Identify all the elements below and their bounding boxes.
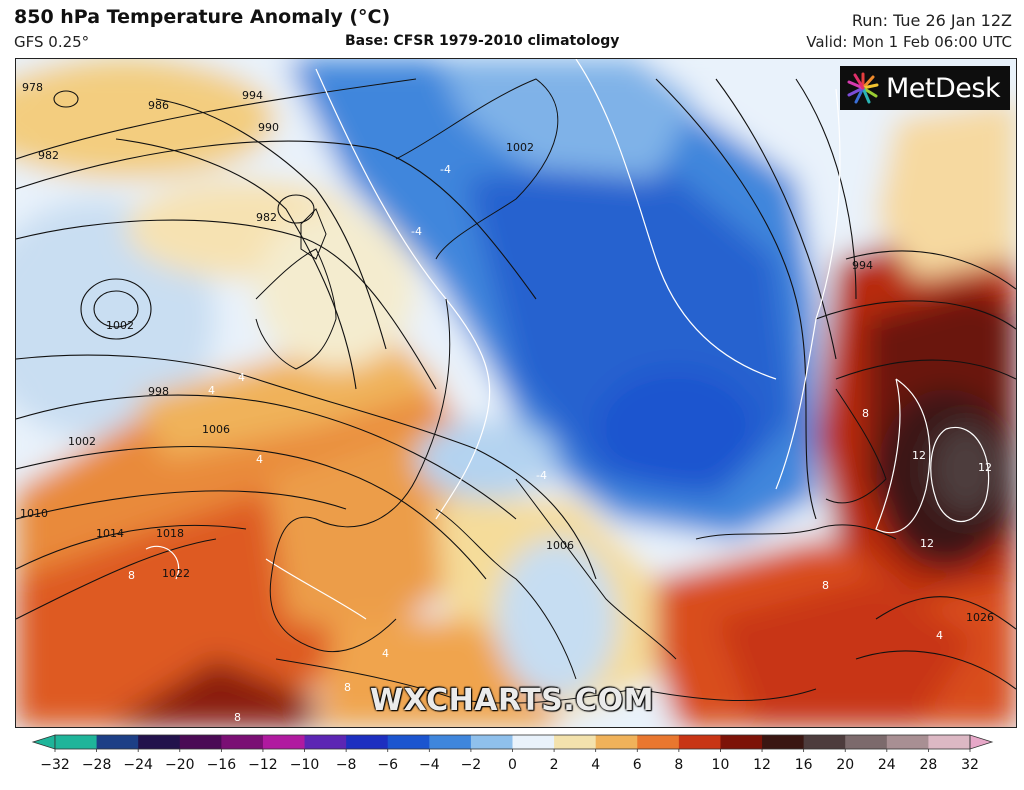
isobar-label: 994	[852, 259, 873, 272]
colorbar-segment	[886, 735, 930, 749]
isobar-label: 982	[256, 211, 277, 224]
isobar-label: 1006	[546, 539, 574, 552]
isobar-label: 1006	[202, 423, 230, 436]
valid-time-label: Valid: Mon 1 Feb 06:00 UTC	[806, 33, 1012, 51]
colorbar-segment	[55, 735, 98, 749]
colorbar-tick-label: −24	[123, 757, 153, 773]
colorbar-segment	[470, 735, 514, 749]
coastlines	[255, 78, 897, 704]
colorbar-tick-label: 20	[836, 757, 854, 773]
colorbar-tick-label: 6	[633, 757, 642, 773]
colorbar-segment	[138, 735, 181, 749]
colorbar-tick-label: −12	[248, 757, 278, 773]
colorbar: −32 −28 −24 −20 −16 −12 −10 −8 −6 −4 −2 0 2 4 6 8 10 12 16…	[0, 728, 1024, 786]
anomaly-field	[16, 59, 1016, 727]
climatology-base-label: Base: CFSR 1979-2010 climatology	[345, 33, 620, 49]
anomaly-label: 4	[256, 453, 263, 466]
anomaly-label: -4	[440, 163, 451, 176]
isobar-label: 990	[258, 121, 279, 134]
colorbar-segment	[845, 735, 888, 749]
colorbar-segment	[720, 735, 763, 749]
colorbar-tick-label: 4	[591, 757, 600, 773]
wxcharts-watermark: WXCHARTS.COM	[369, 683, 655, 718]
colorbar-segment	[928, 735, 971, 749]
isobars	[16, 78, 1016, 690]
isobar-labels: 986 990 994 982 982 978 998 1002 1006 10…	[20, 81, 994, 624]
run-time-label: Run: Tue 26 Jan 12Z	[851, 11, 1012, 30]
isobar-label: 1002	[68, 435, 96, 448]
colorbar-tick-label: 2	[550, 757, 559, 773]
anomaly-label: 8	[344, 681, 351, 694]
colorbar-segment	[179, 735, 222, 749]
colorbar-tick-label: 16	[795, 757, 813, 773]
colorbar-tick-label: −6	[377, 757, 398, 773]
isobar-label: 1018	[156, 527, 184, 540]
anomaly-label: 4	[382, 647, 389, 660]
colorbar-tick-label: 8	[674, 757, 683, 773]
anomaly-label: 8	[234, 711, 241, 724]
anomaly-label: 12	[978, 461, 992, 474]
colorbar-segment	[262, 735, 306, 749]
anomaly-label: 12	[920, 537, 934, 550]
metdesk-burst-icon	[847, 72, 879, 104]
isobar-label: 986	[148, 99, 169, 112]
colorbar-tick-label: 10	[712, 757, 730, 773]
isobar-label: 1002	[506, 141, 534, 154]
colorbar-tick-label: −8	[336, 757, 357, 773]
colorbar-segment	[637, 735, 680, 749]
model-label: GFS 0.25°	[14, 33, 90, 51]
isobar-label: 998	[148, 385, 169, 398]
colorbar-segment	[595, 735, 638, 749]
anomaly-label: 4	[208, 384, 215, 397]
colorbar-tick-label: −2	[461, 757, 482, 773]
colorbar-tick-label: −10	[290, 757, 320, 773]
colorbar-tick-label: 28	[919, 757, 937, 773]
colorbar-tick-label: 12	[753, 757, 771, 773]
colorbar-tick-label: 32	[961, 757, 979, 773]
colorbar-segment	[429, 735, 472, 749]
colorbar-segment	[96, 735, 139, 749]
colorbar-tick-label: −4	[419, 757, 440, 773]
colorbar-tick-label: −16	[207, 757, 237, 773]
colorbar-segment	[762, 735, 805, 749]
anomaly-map: 986 990 994 982 982 978 998 1002 1006 10…	[15, 58, 1017, 728]
isobar-label: 994	[242, 89, 263, 102]
colorbar-segment	[803, 735, 846, 749]
anomaly-label: 8	[822, 579, 829, 592]
isobar-label: 1002	[106, 319, 134, 332]
anomaly-label: 12	[912, 449, 926, 462]
colorbar-segment	[304, 735, 347, 749]
colorbar-segment	[678, 735, 722, 749]
colorbar-tick-label: −28	[82, 757, 112, 773]
anomaly-contours	[145, 59, 990, 620]
colorbar-segment	[346, 735, 389, 749]
metdesk-logo-text: MetDesk	[886, 72, 1001, 104]
colorbar-tick-label: 24	[878, 757, 896, 773]
anomaly-label: 8	[862, 407, 869, 420]
metdesk-logo: MetDesk	[840, 66, 1010, 110]
chart-title: 850 hPa Temperature Anomaly (°C)	[14, 6, 391, 28]
anomaly-label: -4	[536, 469, 547, 482]
colorbar-graphic: −32 −28 −24 −20 −16 −12 −10 −8 −6 −4 −2 0 2 4 6 8 10 12 16…	[31, 734, 994, 773]
anomaly-label: -4	[411, 225, 422, 238]
anomaly-labels: -4 -4 4 4 4 4 8 8 8 8 12 12 12 8 -4 4	[128, 163, 992, 724]
colorbar-tick-label: −32	[40, 757, 70, 773]
colorbar-tick-label: 0	[508, 757, 517, 773]
colorbar-tick-label: −20	[165, 757, 195, 773]
isobar-label: 978	[22, 81, 43, 94]
colorbar-segment	[387, 735, 430, 749]
colorbar-segment	[221, 735, 264, 749]
colorbar-segment	[554, 735, 597, 749]
anomaly-label: 4	[238, 371, 245, 384]
anomaly-label: 8	[128, 569, 135, 582]
anomaly-label: 4	[936, 629, 943, 642]
isobar-label: 1026	[966, 611, 994, 624]
colorbar-high-cap	[969, 734, 994, 750]
isobar-label: 982	[38, 149, 59, 162]
isobar-label: 1022	[162, 567, 190, 580]
isobar-label: 1014	[96, 527, 124, 540]
colorbar-segment	[512, 735, 555, 749]
isobar-label: 1010	[20, 507, 48, 520]
colorbar-low-cap	[31, 734, 56, 750]
